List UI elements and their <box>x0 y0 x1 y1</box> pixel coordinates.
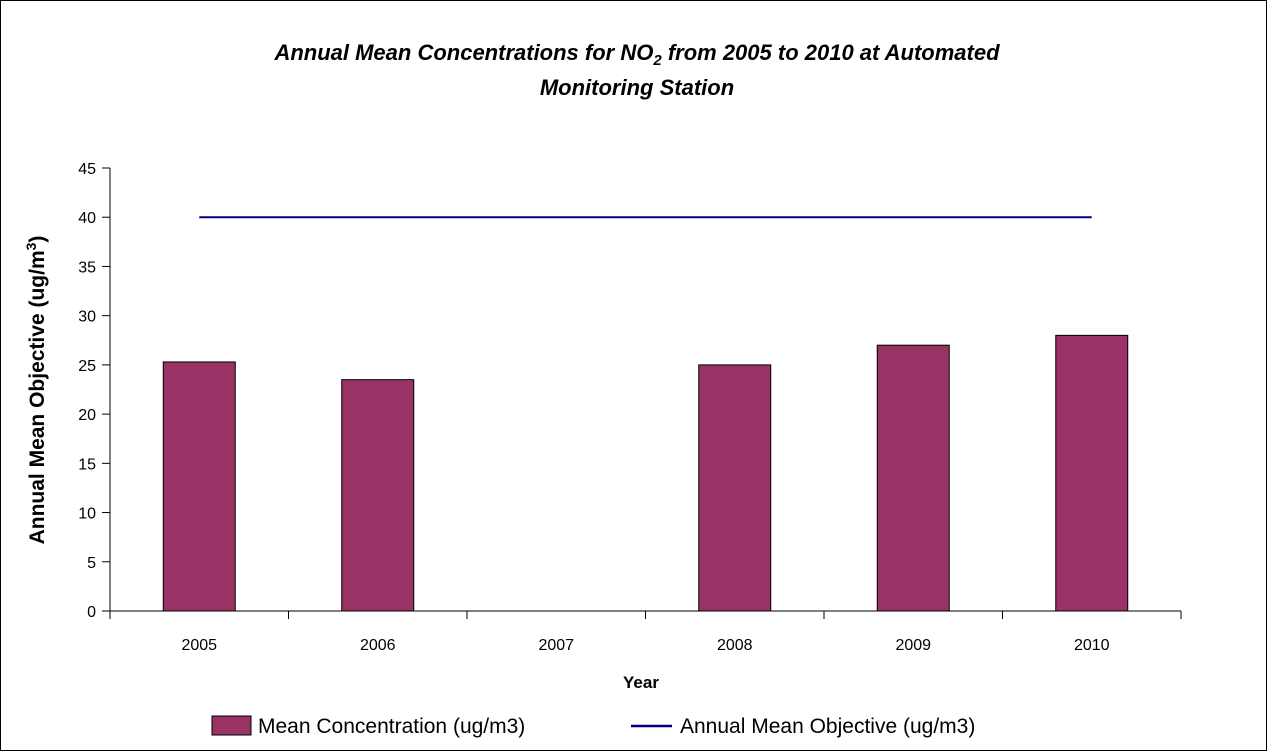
plot-area: 0 5 10 15 20 25 30 35 40 45 2005 2006 2007 2008 2009 20… <box>78 161 1182 654</box>
chart-title-line-2: Monitoring Station <box>540 75 734 100</box>
legend-swatch-mean-concentration <box>211 715 252 736</box>
bar-2006 <box>341 379 415 612</box>
x-tick-label: 2010 <box>1074 637 1110 654</box>
title-subscript: 2 <box>652 52 662 69</box>
x-tick-label: 2006 <box>360 637 396 654</box>
y-tick-label: 25 <box>78 358 96 375</box>
bar-2009 <box>876 344 950 612</box>
chart-title-line-1: Annual Mean Concentrations for NO2 from … <box>273 40 1000 69</box>
y-tick-label: 5 <box>87 555 96 572</box>
y-axis-title: Annual Mean Objective (ug/m3) <box>23 236 49 545</box>
y-axis-title-close: ) <box>26 236 49 243</box>
x-axis-title: Year <box>623 673 659 692</box>
bar-2010 <box>1055 334 1129 612</box>
y-tick-label: 45 <box>78 161 96 178</box>
y-axis-title-superscript: 3 <box>23 242 39 250</box>
bar-2008 <box>698 364 772 612</box>
bar-2005 <box>162 361 236 612</box>
y-tick-label: 40 <box>78 210 96 227</box>
legend: Mean Concentration (ug/m3) Annual Mean Ob… <box>211 715 975 738</box>
y-tick-label: 20 <box>78 407 96 424</box>
y-tick-label: 30 <box>78 309 96 326</box>
x-tick-label: 2005 <box>181 637 217 654</box>
y-axis-title-main: Annual Mean Objective (ug/m <box>26 250 49 544</box>
title-suffix: from 2005 to 2010 at Automated <box>662 40 1000 65</box>
title-prefix: Annual Mean Concentrations for NO <box>273 40 653 65</box>
legend-label-mean-concentration: Mean Concentration (ug/m3) <box>258 715 525 738</box>
x-tick-label: 2009 <box>895 637 931 654</box>
y-tick-label: 0 <box>87 604 96 621</box>
y-tick-label: 35 <box>78 259 96 276</box>
legend-label-annual-mean-objective: Annual Mean Objective (ug/m3) <box>680 715 975 738</box>
y-tick-label: 10 <box>78 506 96 523</box>
x-tick-label: 2008 <box>717 637 753 654</box>
x-tick-label: 2007 <box>538 637 574 654</box>
y-tick-label: 15 <box>78 456 96 473</box>
